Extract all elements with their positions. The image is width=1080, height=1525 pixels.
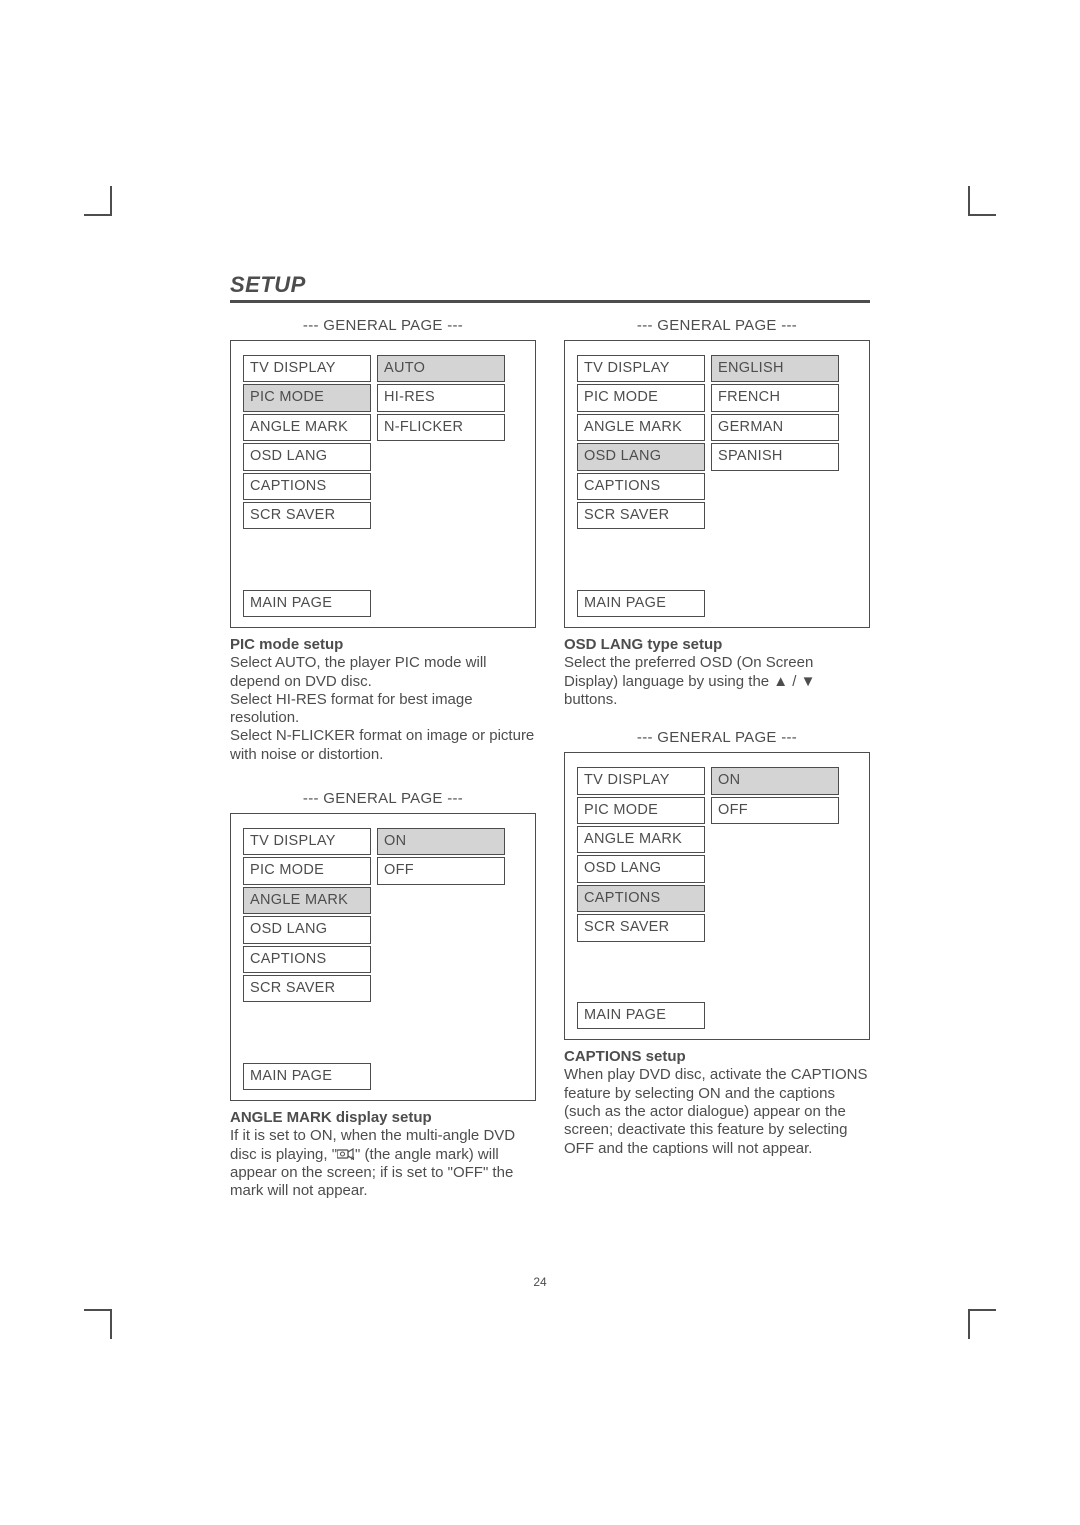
menu-item[interactable]: CAPTIONS [243,946,371,973]
page-content: SETUP --- GENERAL PAGE --- TV DISPLAY PI… [230,272,870,1201]
main-page-link[interactable]: MAIN PAGE [243,590,371,617]
option-item[interactable]: SPANISH [711,443,839,470]
menu-panel-pic-mode: TV DISPLAY PIC MODE ANGLE MARK OSD LANG … [230,340,536,628]
desc-heading: OSD LANG type setup [564,636,870,654]
menu-item[interactable]: OSD LANG [577,855,705,882]
option-item[interactable]: HI-RES [377,384,505,411]
menu-item[interactable]: PIC MODE [577,797,705,824]
option-item[interactable]: FRENCH [711,384,839,411]
right-column: --- GENERAL PAGE --- TV DISPLAY PIC MODE… [564,317,870,1201]
menu-item[interactable]: ANGLE MARK [243,414,371,441]
main-page-link[interactable]: MAIN PAGE [243,1063,371,1090]
desc-line: Select AUTO, the player PIC mode will de… [230,654,536,691]
menu-item[interactable]: PIC MODE [243,857,371,884]
panel-header: --- GENERAL PAGE --- [564,317,870,334]
desc-heading: PIC mode setup [230,636,536,654]
menu-item[interactable]: SCR SAVER [577,502,705,529]
menu-item-selected[interactable]: ANGLE MARK [243,887,371,914]
menu-item[interactable]: PIC MODE [577,384,705,411]
menu-item[interactable]: TV DISPLAY [577,355,705,382]
menu-item-selected[interactable]: CAPTIONS [577,885,705,912]
page-title: SETUP [230,272,870,298]
menu-panel-captions: TV DISPLAY PIC MODE ANGLE MARK OSD LANG … [564,752,870,1040]
desc-line: Select N-FLICKER format on image or pict… [230,727,536,764]
main-page-link[interactable]: MAIN PAGE [577,1002,705,1029]
desc-line: Select the preferred OSD (On Screen Disp… [564,654,870,709]
desc-line: If it is set to ON, when the multi-angle… [230,1127,536,1200]
menu-item-selected[interactable]: OSD LANG [577,443,705,470]
menu-item[interactable]: CAPTIONS [243,473,371,500]
menu-item[interactable]: ANGLE MARK [577,414,705,441]
menu-item[interactable]: TV DISPLAY [243,828,371,855]
main-page-link[interactable]: MAIN PAGE [577,590,705,617]
option-item[interactable]: OFF [377,857,505,884]
osd-lang-description: OSD LANG type setup Select the preferred… [564,636,870,709]
menu-item[interactable]: SCR SAVER [577,914,705,941]
two-column-layout: --- GENERAL PAGE --- TV DISPLAY PIC MODE… [230,317,870,1201]
menu-item[interactable]: ANGLE MARK [577,826,705,853]
panel-header: --- GENERAL PAGE --- [564,729,870,746]
menu-item[interactable]: TV DISPLAY [243,355,371,382]
menu-item[interactable]: OSD LANG [243,916,371,943]
angle-mark-description: ANGLE MARK display setup If it is set to… [230,1109,536,1200]
desc-heading: ANGLE MARK display setup [230,1109,536,1127]
menu-panel-osd-lang: TV DISPLAY PIC MODE ANGLE MARK OSD LANG … [564,340,870,628]
menu-item-selected[interactable]: PIC MODE [243,384,371,411]
desc-heading: CAPTIONS setup [564,1048,870,1066]
menu-item[interactable]: CAPTIONS [577,473,705,500]
captions-description: CAPTIONS setup When play DVD disc, activ… [564,1048,870,1158]
menu-item[interactable]: SCR SAVER [243,975,371,1002]
angle-mark-icon: n [337,1146,355,1163]
panel-header: --- GENERAL PAGE --- [230,317,536,334]
title-rule: SETUP [230,272,870,303]
option-item-selected[interactable]: ENGLISH [711,355,839,382]
svg-text:n: n [351,1156,354,1160]
option-item[interactable]: OFF [711,797,839,824]
menu-item[interactable]: TV DISPLAY [577,767,705,794]
left-column: --- GENERAL PAGE --- TV DISPLAY PIC MODE… [230,317,536,1201]
option-item-selected[interactable]: ON [711,767,839,794]
option-item[interactable]: GERMAN [711,414,839,441]
option-item-selected[interactable]: ON [377,828,505,855]
menu-item[interactable]: SCR SAVER [243,502,371,529]
option-item[interactable]: N-FLICKER [377,414,505,441]
menu-panel-angle-mark: TV DISPLAY PIC MODE ANGLE MARK OSD LANG … [230,813,536,1101]
option-item-selected[interactable]: AUTO [377,355,505,382]
desc-line: Select HI-RES format for best image reso… [230,691,536,728]
desc-line: When play DVD disc, activate the CAPTION… [564,1066,870,1157]
page-number: 24 [0,1275,1080,1289]
menu-item[interactable]: OSD LANG [243,443,371,470]
pic-mode-description: PIC mode setup Select AUTO, the player P… [230,636,536,764]
panel-header: --- GENERAL PAGE --- [230,790,536,807]
